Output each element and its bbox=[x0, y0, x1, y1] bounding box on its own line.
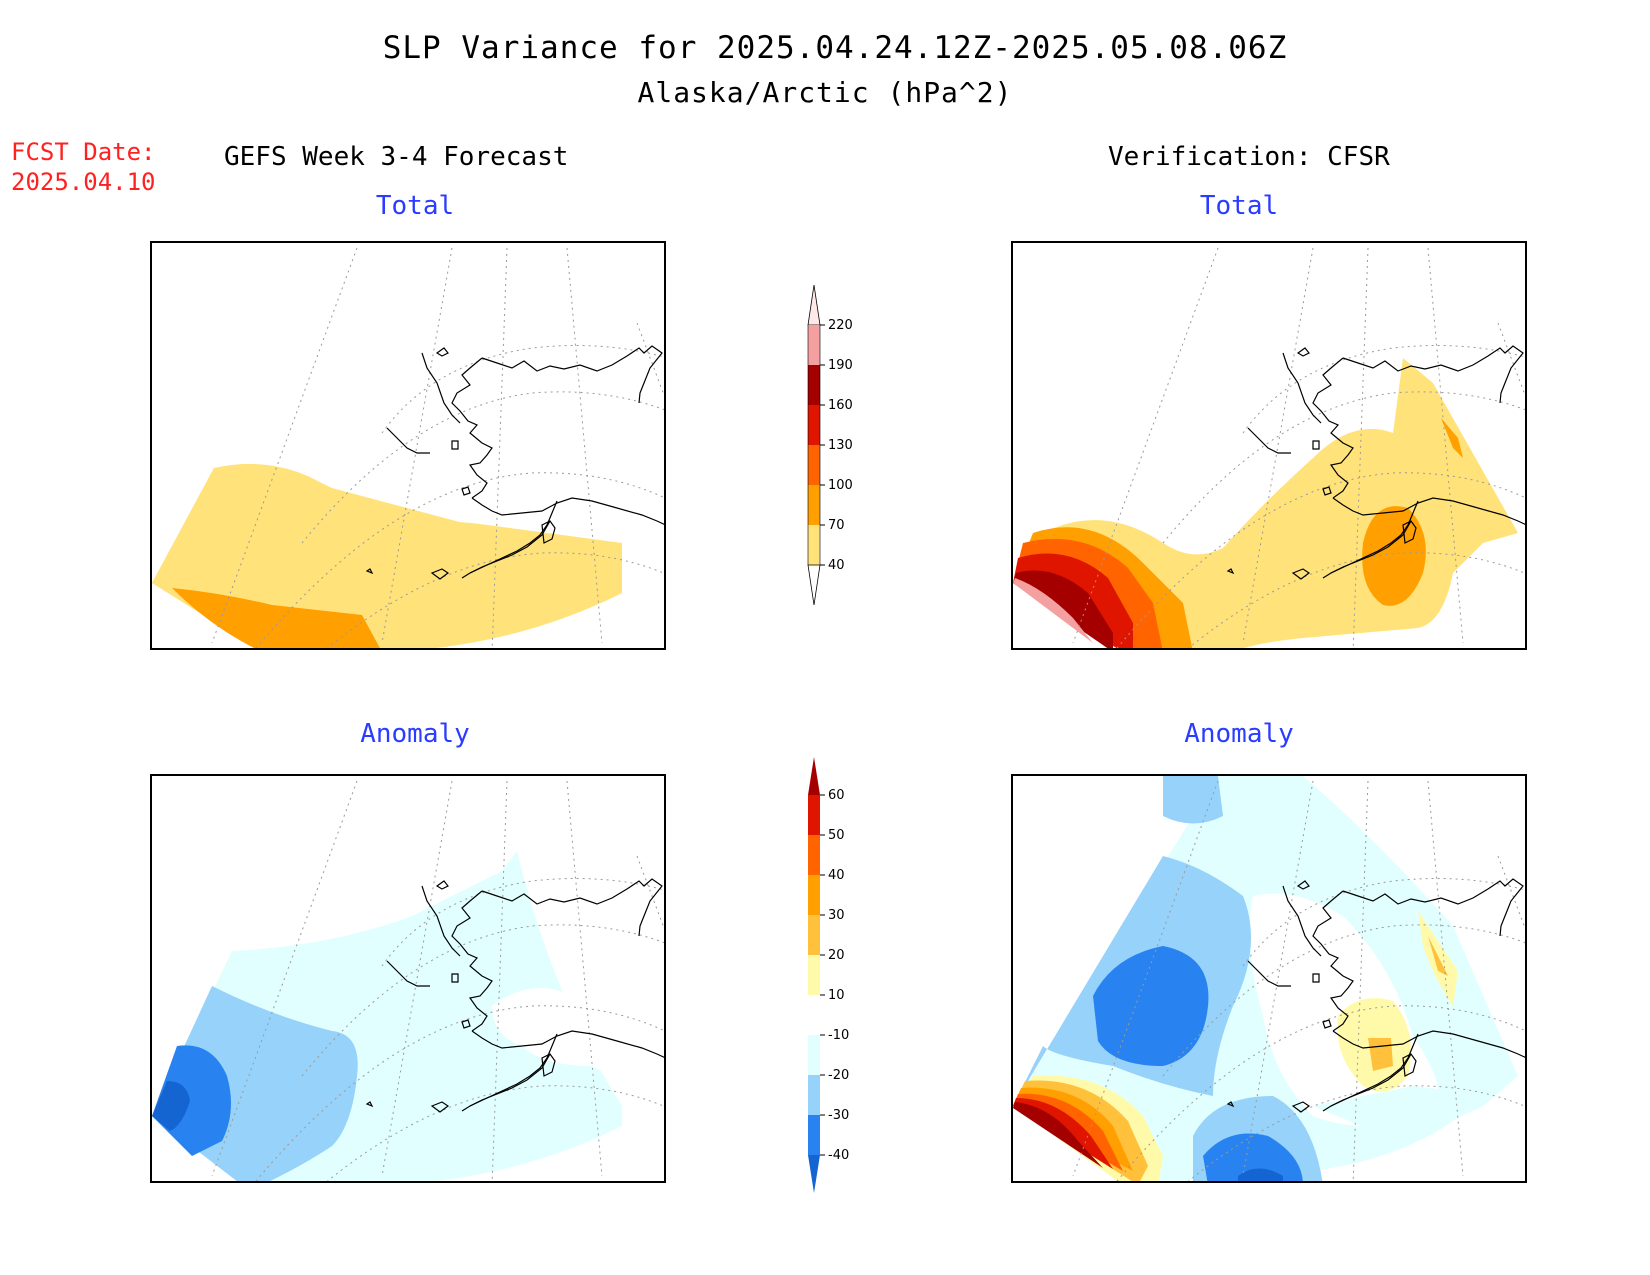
panel-title-forecast-anomaly: Anomaly bbox=[360, 719, 470, 749]
colorbar-total-top-triangle bbox=[807, 284, 821, 326]
colorbar-anomaly-tick-label: 20 bbox=[828, 948, 845, 963]
map-forecast-anomaly bbox=[150, 774, 666, 1183]
panel-title-forecast-total: Total bbox=[375, 191, 455, 221]
main-title: SLP Variance for 2025.04.24.12Z-2025.05.… bbox=[382, 30, 1288, 66]
colorbar-anomaly-tick-label: -10 bbox=[828, 1028, 849, 1043]
colorbar-anomaly-tick-label: 10 bbox=[828, 988, 845, 1003]
colorbar-total-box bbox=[808, 405, 820, 445]
map-verification-total bbox=[1011, 241, 1527, 650]
fcst-date-value: 2025.04.10 bbox=[11, 168, 156, 196]
colorbar-total-tick-label: 70 bbox=[828, 518, 845, 533]
colorbar-anomaly-bottom-triangle bbox=[808, 1155, 820, 1193]
colorbar-total-box bbox=[808, 485, 820, 525]
colorbar-anomaly-tick-label: -20 bbox=[828, 1068, 849, 1083]
colorbar-anomaly-box bbox=[808, 1115, 820, 1155]
colorbar-total-bottom-triangle bbox=[807, 564, 821, 606]
colorbar-total-box bbox=[808, 525, 820, 565]
colorbar-anomaly-tick-label: -30 bbox=[828, 1108, 849, 1123]
colorbar-anomaly-box bbox=[808, 955, 820, 995]
colorbar-anomaly: -40 -30 -20 -10 10 20 30 40 50 60 bbox=[790, 755, 870, 1195]
colorbar-total-box bbox=[808, 365, 820, 405]
map-verification-anomaly bbox=[1011, 774, 1527, 1183]
colorbar-total-box bbox=[808, 445, 820, 485]
panel-title-verification-total: Total bbox=[1199, 191, 1279, 221]
colorbar-anomaly-top-triangle bbox=[808, 757, 820, 795]
colorbar-anomaly-box bbox=[808, 1035, 820, 1075]
colorbar-total-tick-label: 160 bbox=[828, 398, 853, 413]
colorbar-anomaly-tick-label: 50 bbox=[828, 828, 845, 843]
colorbar-total-tick-label: 100 bbox=[828, 478, 853, 493]
colorbar-total-tick-label: 190 bbox=[828, 358, 853, 373]
colorbar-total-box bbox=[808, 325, 820, 365]
column-header-forecast: GEFS Week 3-4 Forecast bbox=[224, 142, 569, 172]
colorbar-total-tick-label: 130 bbox=[828, 438, 853, 453]
colorbar-anomaly-box bbox=[808, 995, 820, 1035]
fcst-date-label: FCST Date: bbox=[11, 138, 156, 166]
colorbar-anomaly-tick-label: 30 bbox=[828, 908, 845, 923]
colorbar-anomaly-box bbox=[808, 1075, 820, 1115]
map-forecast-total bbox=[150, 241, 666, 650]
colorbar-anomaly-box bbox=[808, 875, 820, 915]
colorbar-total-tick-label: 220 bbox=[828, 318, 853, 333]
colorbar-anomaly-tick-label: 60 bbox=[828, 788, 845, 803]
colorbar-anomaly-tick-label: 40 bbox=[828, 868, 845, 883]
colorbar-anomaly-tick-label: -40 bbox=[828, 1148, 849, 1163]
colorbar-anomaly-box bbox=[808, 795, 820, 835]
panel-title-verification-anomaly: Anomaly bbox=[1184, 719, 1294, 749]
main-subtitle: Alaska/Arctic (hPa^2) bbox=[637, 76, 1013, 109]
column-header-verification: Verification: CFSR bbox=[1108, 142, 1390, 172]
colorbar-total-tick-label: 40 bbox=[828, 558, 845, 573]
colorbar-anomaly-box bbox=[808, 835, 820, 875]
colorbar-total: 40 70 100 130 160 190 220 bbox=[790, 280, 870, 610]
colorbar-anomaly-box bbox=[808, 915, 820, 955]
